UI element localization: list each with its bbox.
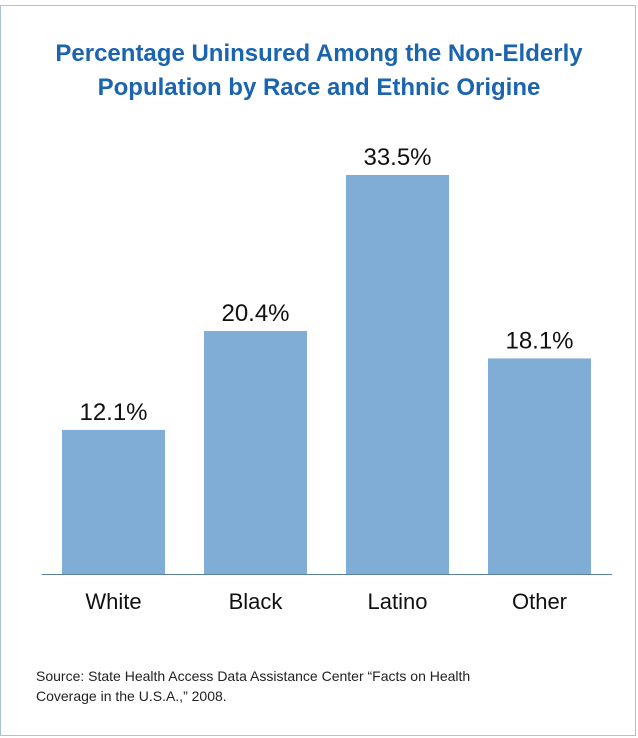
x-tick-label-other: Other [512,589,567,614]
value-labels-group: 12.1% 20.4% 33.5% 18.1% [79,144,573,426]
bar-latino [346,175,449,574]
bar-black [204,331,307,574]
x-tick-labels-group: White Black Latino Other [85,589,567,614]
source-line-2: Coverage in the U.S.A.,” 2008. [36,688,227,704]
value-label-white: 12.1% [79,399,147,426]
chart-title-line-1: Percentage Uninsured Among the Non-Elder… [55,40,583,67]
x-tick-label-black: Black [229,589,284,614]
x-tick-label-white: White [85,589,141,614]
value-label-black: 20.4% [221,300,289,327]
chart-title: Percentage Uninsured Among the Non-Elder… [0,37,638,105]
chart-title-line-2: Population by Race and Ethnic Origine [97,74,541,101]
source-line-1: Source: State Health Access Data Assista… [36,668,471,684]
x-tick-label-latino: Latino [368,589,428,614]
bars-group [62,175,591,574]
source-note: Source: State Health Access Data Assista… [36,666,596,706]
bar-white [62,429,165,574]
value-label-other: 18.1% [505,327,573,354]
value-label-latino: 33.5% [363,144,431,171]
bar-other [488,358,591,574]
